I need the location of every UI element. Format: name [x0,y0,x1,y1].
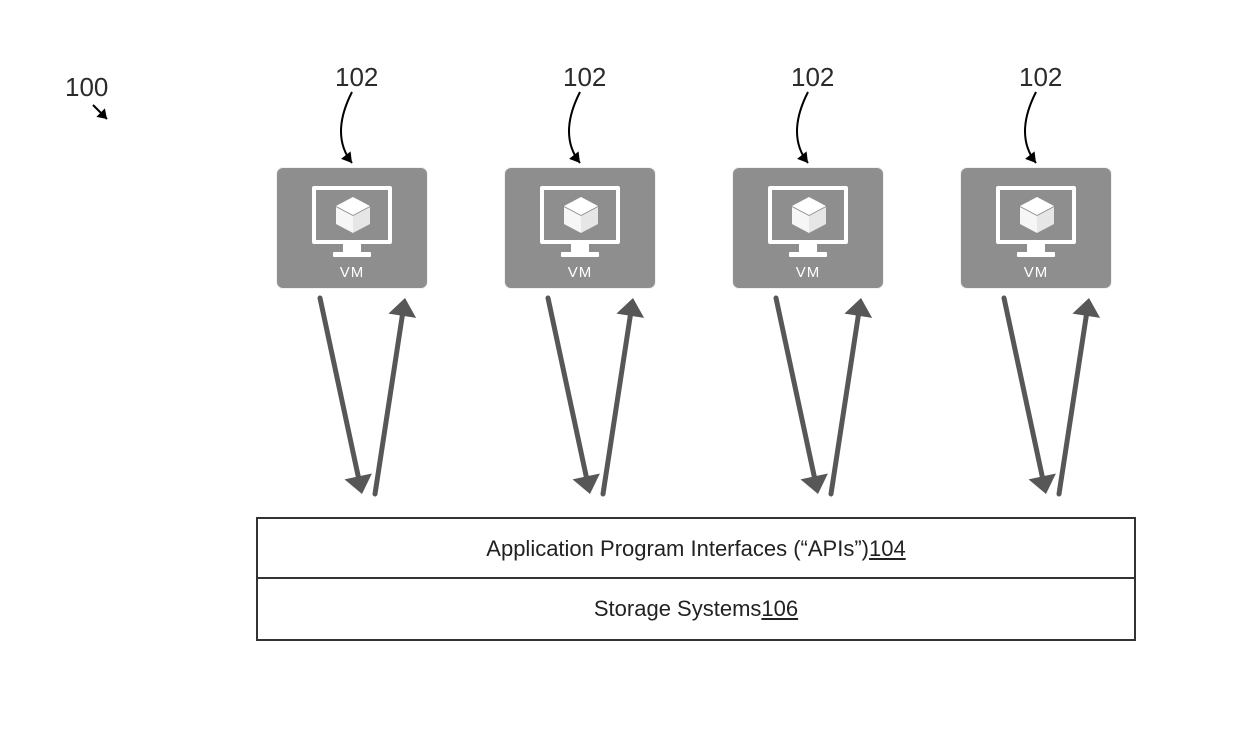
monitor-base-icon [789,252,827,257]
vm-label: VM [277,264,427,281]
cube-icon [560,195,602,235]
vm-node: VM [505,168,655,288]
storage-layer: Storage Systems 106 [256,577,1136,641]
api-layer: Application Program Interfaces (“APIs”) … [256,517,1136,581]
layer-ref: 104 [869,536,906,562]
monitor-base-icon [1017,252,1055,257]
cube-icon [788,195,830,235]
monitor-stand-icon [571,244,589,252]
figure-ref-label: 100 [65,72,108,103]
vm-ref-label: 102 [1019,62,1062,93]
monitor-stand-icon [1027,244,1045,252]
layer-text: Storage Systems [594,596,762,622]
cube-icon [332,195,374,235]
vm-node: VM [733,168,883,288]
vm-ref-label: 102 [563,62,606,93]
layer-text: Application Program Interfaces (“APIs”) [486,536,869,562]
monitor-base-icon [333,252,371,257]
vm-label: VM [733,264,883,281]
vm-label: VM [505,264,655,281]
monitor-stand-icon [343,244,361,252]
monitor-base-icon [561,252,599,257]
vm-node: VM [277,168,427,288]
monitor-stand-icon [799,244,817,252]
layer-ref: 106 [761,596,798,622]
vm-label: VM [961,264,1111,281]
vm-node: VM [961,168,1111,288]
vm-ref-label: 102 [791,62,834,93]
cube-icon [1016,195,1058,235]
vm-ref-label: 102 [335,62,378,93]
